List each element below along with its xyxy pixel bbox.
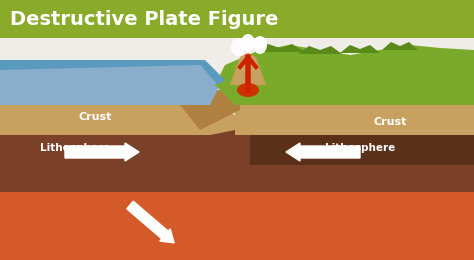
- FancyArrow shape: [127, 201, 174, 243]
- Polygon shape: [215, 45, 474, 105]
- FancyArrow shape: [65, 143, 139, 161]
- FancyBboxPatch shape: [0, 38, 474, 260]
- Polygon shape: [250, 120, 474, 165]
- Text: Lithosphere: Lithosphere: [40, 143, 110, 153]
- Polygon shape: [0, 130, 474, 260]
- Text: Crust: Crust: [374, 117, 407, 127]
- Polygon shape: [298, 46, 342, 54]
- Text: Lithosphere: Lithosphere: [325, 143, 395, 153]
- Text: Crust: Crust: [78, 112, 112, 122]
- Ellipse shape: [241, 34, 255, 52]
- Polygon shape: [0, 65, 220, 105]
- Polygon shape: [340, 45, 380, 53]
- Polygon shape: [235, 105, 474, 135]
- FancyBboxPatch shape: [0, 0, 474, 38]
- Ellipse shape: [253, 36, 267, 54]
- FancyArrow shape: [286, 143, 360, 161]
- Ellipse shape: [231, 38, 245, 56]
- Polygon shape: [255, 44, 305, 52]
- Polygon shape: [90, 105, 230, 192]
- Text: Destructive Plate Figure: Destructive Plate Figure: [10, 10, 278, 29]
- Polygon shape: [0, 185, 474, 260]
- Polygon shape: [230, 53, 266, 85]
- Polygon shape: [0, 60, 225, 85]
- Ellipse shape: [237, 83, 259, 97]
- Polygon shape: [382, 42, 418, 50]
- Polygon shape: [0, 105, 260, 135]
- Polygon shape: [0, 192, 474, 260]
- Polygon shape: [180, 90, 240, 130]
- Polygon shape: [0, 125, 474, 192]
